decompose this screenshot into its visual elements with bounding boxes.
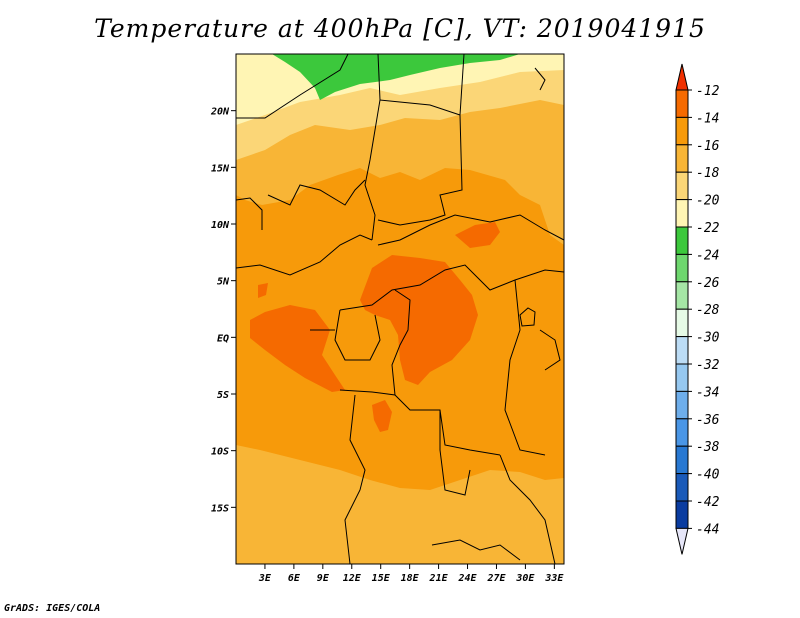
colorbar-label: -12 <box>696 84 720 99</box>
field-core-5 <box>258 283 268 298</box>
colorbar-label: -30 <box>696 331 720 346</box>
field-core-3 <box>455 222 500 248</box>
colorbar-label: -22 <box>696 221 720 236</box>
y-tick-label: 10S <box>211 447 229 458</box>
x-tick-label: 24E <box>457 573 477 584</box>
y-tick-label: 15N <box>211 163 230 174</box>
colorbar-box <box>675 226 689 255</box>
colorbar-label: -38 <box>696 440 720 455</box>
x-tick-label: 3E <box>258 573 272 584</box>
colorbar-box <box>675 418 689 447</box>
colorbar-label: -36 <box>696 413 720 428</box>
x-tick-label: 9E <box>317 573 330 584</box>
colorbar-label: -32 <box>696 358 720 373</box>
y-axis: 20N 15N 10N 5N EQ 5S 10S 15S <box>210 107 236 514</box>
chart-title: Temperature at 400hPa [C], VT: 201904191… <box>94 14 706 43</box>
chart-svg: 3E 6E 9E 12E 15E 18E 21E 24E 27E 30E 33E 20N 15N 10N… <box>210 53 720 584</box>
colorbar-label: -20 <box>696 194 720 209</box>
x-tick-label: 15E <box>372 573 391 584</box>
field-core-4 <box>372 400 392 432</box>
colorbar-over-triangle <box>675 63 689 91</box>
lake-victoria <box>519 307 536 327</box>
y-tick-label: EQ <box>217 333 229 344</box>
x-tick-label: 12E <box>343 573 362 584</box>
colorbar-label: -34 <box>696 385 719 400</box>
colorbar-under-triangle <box>675 527 689 555</box>
colorbar-box <box>675 199 689 228</box>
colorbar-label: -26 <box>696 276 720 291</box>
x-tick-label: 21E <box>429 573 449 584</box>
y-tick-label: 20N <box>210 107 230 118</box>
field-band-m16-south <box>236 445 564 564</box>
footer-credit: GrADS: IGES/COLA <box>4 603 101 614</box>
colorbar-box <box>675 500 689 529</box>
y-tick-label: 15S <box>211 503 229 514</box>
map-frame <box>235 53 565 565</box>
field-band-m22 <box>272 54 520 100</box>
colorbar-box <box>675 89 689 118</box>
colorbar-label: -40 <box>696 468 720 483</box>
colorbar-box <box>675 281 689 310</box>
colorbar-label: -28 <box>696 303 720 318</box>
colorbar-label: -42 <box>696 495 720 510</box>
x-tick-label: 30E <box>515 573 535 584</box>
colorbar-box <box>675 390 689 420</box>
colorbar: -12 -14 -16 -18 -20 -22 -24 -26 -28 -30 -32 -34 -36 -… <box>675 63 720 555</box>
colorbar-label: -44 <box>696 522 719 537</box>
x-tick-label: 33E <box>544 573 564 584</box>
colorbar-label: -14 <box>696 111 719 126</box>
colorbar-box <box>675 308 689 338</box>
colorbar-label: -18 <box>696 166 720 181</box>
colorbar-box <box>675 144 689 173</box>
field-core-1 <box>250 305 345 392</box>
x-axis: 3E 6E 9E 12E 15E 18E 21E 24E 27E 30E 33E <box>258 564 564 584</box>
colorbar-box <box>675 171 689 201</box>
x-tick-label: 6E <box>288 573 301 584</box>
field-core-2 <box>360 255 478 385</box>
map-field <box>236 54 564 564</box>
colorbar-box <box>675 363 689 392</box>
x-tick-label: 18E <box>401 573 420 584</box>
colorbar-box <box>675 253 689 283</box>
country-borders <box>236 54 564 564</box>
colorbar-label: -16 <box>696 139 720 154</box>
colorbar-box <box>675 445 689 475</box>
colorbar-label: -24 <box>696 248 719 263</box>
x-tick-label: 27E <box>486 573 506 584</box>
colorbar-box <box>675 473 689 502</box>
y-tick-label: 5S <box>217 390 229 401</box>
y-tick-label: 5N <box>217 277 230 288</box>
colorbar-box <box>675 336 689 365</box>
colorbar-box <box>675 116 689 146</box>
y-tick-label: 10N <box>211 220 230 231</box>
